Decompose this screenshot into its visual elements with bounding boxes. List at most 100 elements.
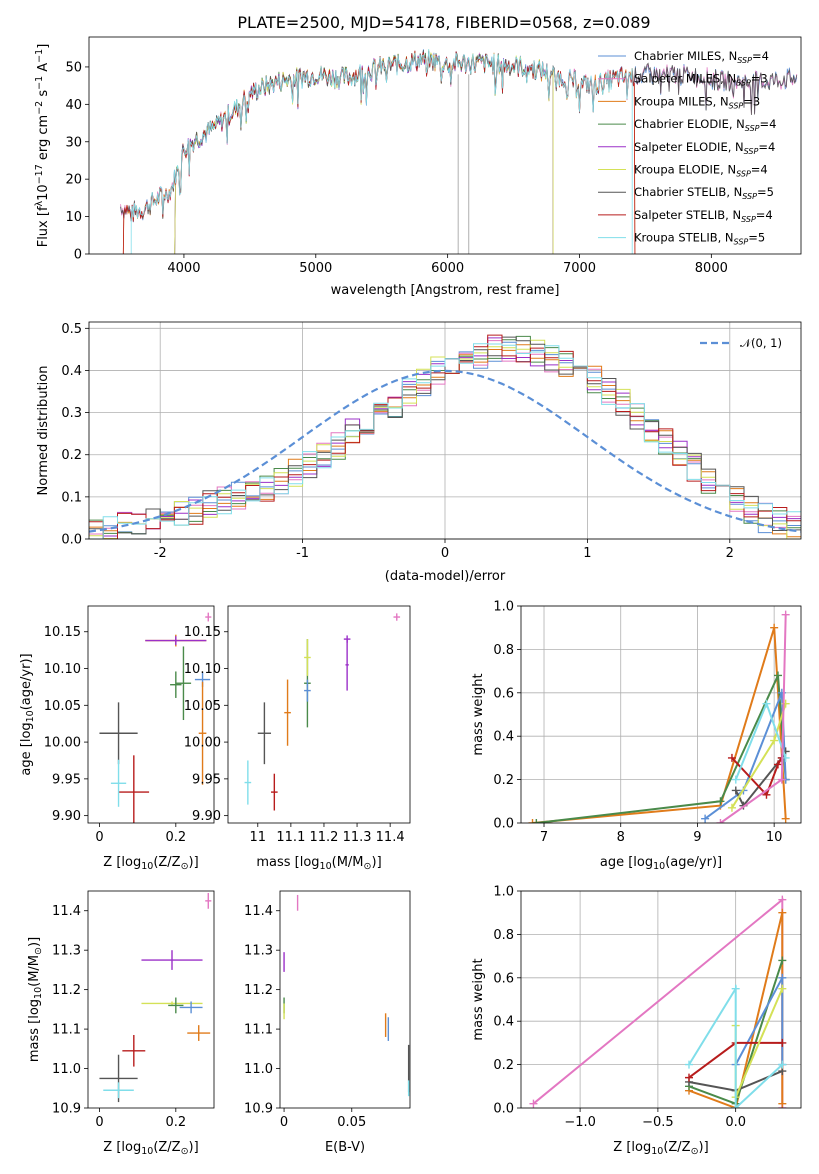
histogram-lines: [89, 334, 801, 539]
x-tick-label: −1.0: [564, 1115, 596, 1130]
histogram-series: [89, 336, 801, 539]
y-tick-label: 0.2: [493, 1058, 514, 1073]
y-tick-label: 10.9: [52, 1102, 81, 1117]
x-tick-label: 0.2: [165, 1115, 186, 1130]
x-axis-label-part: (Z/Z: [663, 1140, 690, 1155]
legend-label: Kroupa STELIB, NSSP=5: [634, 231, 765, 247]
weight-point-marker: [716, 797, 725, 806]
points-layer: [283, 894, 410, 1097]
weight-point-marker: [778, 1038, 787, 1047]
x-axis-label-part: ⊙: [691, 1146, 699, 1157]
y-tick-label: 10.05: [44, 699, 81, 714]
data-point: [175, 646, 192, 721]
weight-point-marker: [781, 610, 790, 619]
legend-name: Kroupa MILES, N: [634, 94, 729, 108]
x-tick-label: 2: [726, 546, 734, 561]
x-axis-label-part: ⊙: [181, 861, 189, 872]
weight-point-marker: [778, 973, 787, 982]
data-point: [141, 950, 203, 970]
y-axis-label: mass [log10(M/M⊙)]: [27, 937, 44, 1062]
legend-label: Chabrier STELIB, NSSP=5: [634, 185, 774, 201]
y-axis-label: Flux [fλ10−17 erg cm−2 s−1 A−1]: [34, 44, 51, 248]
legend-sub: SSP: [734, 238, 749, 247]
x-tick-label: 7: [540, 830, 548, 845]
y-tick-label: 10.10: [184, 662, 221, 677]
x-axis-label: Z [log10(Z/Z⊙)]: [103, 1140, 198, 1157]
x-axis-label-part: 10: [141, 1146, 153, 1157]
legend-value: =4: [751, 163, 768, 177]
y-axis-label: Normed distribution: [36, 366, 51, 496]
points-layer: [244, 613, 401, 811]
data-point: [179, 1001, 203, 1014]
weight-point-marker: [731, 984, 740, 993]
y-tick-label: 30: [65, 135, 82, 150]
x-tick-label: 10: [766, 830, 783, 845]
weight-vs-metallicity-panel: −1.0 −0.5 0.0 0.0 0.2 0.4 0.6 0.8 1.0 Z [log10(Z/…: [471, 885, 802, 1157]
x-axis-label: E(B-V): [325, 1140, 365, 1155]
data-point: [304, 679, 311, 702]
y-tick-label: 0.8: [493, 643, 514, 658]
x-tick-label: 0.05: [337, 1115, 366, 1130]
x-axis-label-part: (Z/Z: [153, 1140, 180, 1155]
x-tick-label: -1: [296, 546, 309, 561]
axes-frame: [520, 890, 802, 1109]
x-axis-label-part: Z [log: [613, 1140, 651, 1155]
legend-sub: SSP: [736, 170, 751, 179]
y-tick-label: 11.4: [52, 904, 81, 919]
y-tick-label: 9.90: [192, 809, 221, 824]
x-tick-label: 0: [441, 546, 449, 561]
y-tick-label: 0.0: [61, 533, 82, 548]
data-point: [118, 755, 150, 823]
y-tick-label: 11.4: [244, 904, 273, 919]
x-axis-label: wavelength [Angstrom, rest frame]: [331, 283, 560, 298]
legend-name: Chabrier ELODIE, N: [634, 117, 745, 131]
y-tick-label: 0.4: [493, 1015, 514, 1030]
points-layer: [99, 892, 212, 1103]
weight-point-marker: [716, 819, 725, 823]
axes-frame: [227, 605, 411, 824]
weight-series-line: [731, 757, 783, 797]
x-axis-label-part: Z [log: [103, 855, 141, 870]
x-axis-label-part: age [log: [600, 855, 653, 870]
legend-label: 𝒩(0, 1): [740, 336, 782, 350]
x-axis-label: Z [log10(Z/Z⊙)]: [103, 855, 198, 872]
y-tick-label: 0.5: [61, 322, 82, 337]
y-axis-label-part: −1: [34, 76, 45, 90]
data-point: [168, 997, 184, 1014]
normal-curve: [89, 369, 801, 533]
spectrum-series-line: [130, 49, 633, 254]
y-axis-label-part: A: [36, 63, 51, 76]
spectrum-panel: 4000 5000 6000 7000 8000 0 10 20 30 40 50 PLATE=250…: [34, 13, 802, 298]
data-point: [187, 1025, 211, 1041]
y-tick-label: 11.0: [244, 1062, 273, 1077]
x-tick-label: -2: [154, 546, 167, 561]
weight-point-marker: [770, 623, 779, 632]
x-tick-label: 4000: [167, 261, 200, 276]
weight-series-line: [688, 985, 783, 1108]
x-axis-label-part: ⊙: [364, 861, 372, 872]
y-axis-label-part: (M/M: [27, 955, 42, 987]
legend-sub: SSP: [742, 192, 757, 201]
legend: 𝒩(0, 1): [700, 336, 782, 350]
y-tick-label: 9.95: [52, 772, 81, 787]
weight-point-marker: [773, 671, 782, 680]
x-axis-label: mass [log10(M/M⊙)]: [256, 855, 381, 872]
points-layer: [99, 612, 212, 823]
weight-series-line: [532, 627, 787, 823]
x-tick-label: 6000: [431, 261, 464, 276]
legend-value: =4: [756, 208, 773, 222]
y-tick-label: 0.6: [493, 686, 514, 701]
y-axis-label-part: age [log: [19, 722, 34, 775]
data-point: [271, 773, 278, 811]
y-tick-label: 10.00: [44, 736, 81, 751]
weight-point-marker: [778, 1099, 787, 1108]
y-axis-label-part: −1: [34, 49, 45, 63]
data-point: [198, 681, 207, 785]
data-point: [205, 612, 212, 622]
x-tick-label: 5000: [299, 261, 332, 276]
y-tick-label: 0.1: [61, 490, 82, 505]
weight-point-marker: [731, 775, 740, 784]
